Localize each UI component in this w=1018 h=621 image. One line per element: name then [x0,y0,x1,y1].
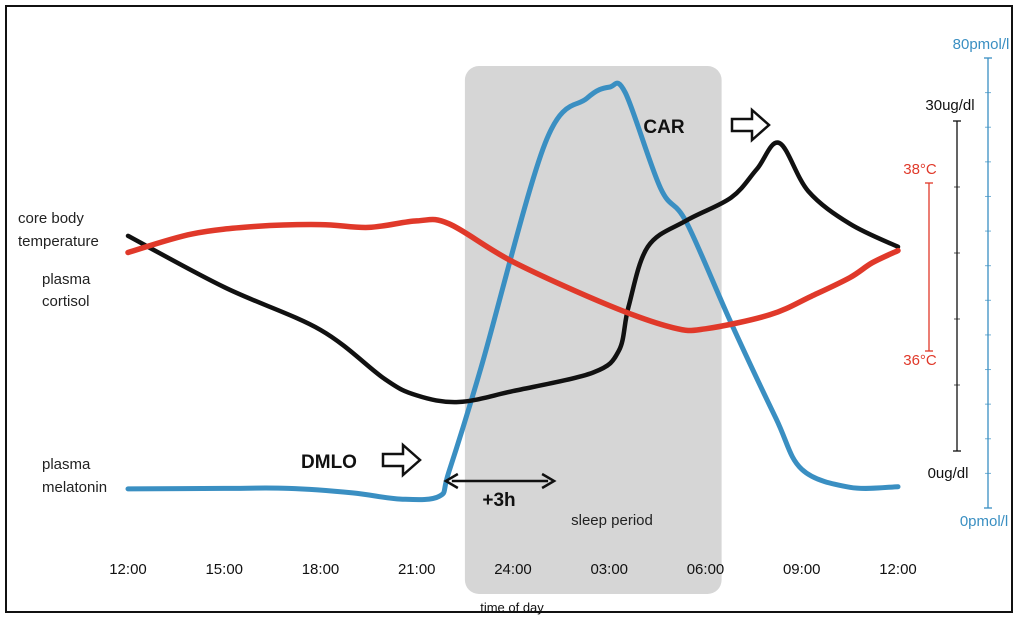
interval-label: +3h [482,490,515,511]
series-label-cortisol: plasma [42,271,91,288]
cortisol-axis-max-label: 30ug/dl [925,97,974,114]
x-tick-label: 15:00 [205,561,243,578]
sleep-period-label: sleep period [571,512,653,529]
temperature-axis-min-label: 36°C [903,352,937,369]
temperature-axis-max-label: 38°C [903,161,937,178]
series-line-temperature [125,216,901,334]
series-label-temperature: core body [18,210,84,227]
x-axis-label: time of day [480,600,544,615]
x-tick-label: 06:00 [687,561,725,578]
car-annotation-label: CAR [643,117,684,138]
series-label-melatonin: plasma [42,456,91,473]
dmlo-arrow-icon [381,442,422,478]
melatonin-axis-max-label: 80pmol/l [953,36,1010,53]
dmlo-annotation-label: DMLO [301,452,357,473]
car-arrow-icon [730,107,771,143]
series-label-cortisol: cortisol [42,293,90,310]
x-tick-label: 24:00 [494,561,532,578]
interval-arrow-right-icon [541,472,557,490]
x-tick-label: 21:00 [398,561,436,578]
series-line-cortisol [125,140,901,405]
series-line-melatonin [125,80,901,503]
x-tick-label: 09:00 [783,561,821,578]
series-label-melatonin: melatonin [42,479,107,496]
x-tick-label: 12:00 [879,561,917,578]
x-tick-label: 18:00 [302,561,340,578]
interval-arrow-left-icon [443,472,459,490]
series-label-temperature: temperature [18,233,99,250]
cortisol-axis-min-label: 0ug/dl [928,465,969,482]
melatonin-axis-min-label: 0pmol/l [960,513,1008,530]
x-tick-label: 12:00 [109,561,147,578]
x-tick-label: 03:00 [590,561,628,578]
